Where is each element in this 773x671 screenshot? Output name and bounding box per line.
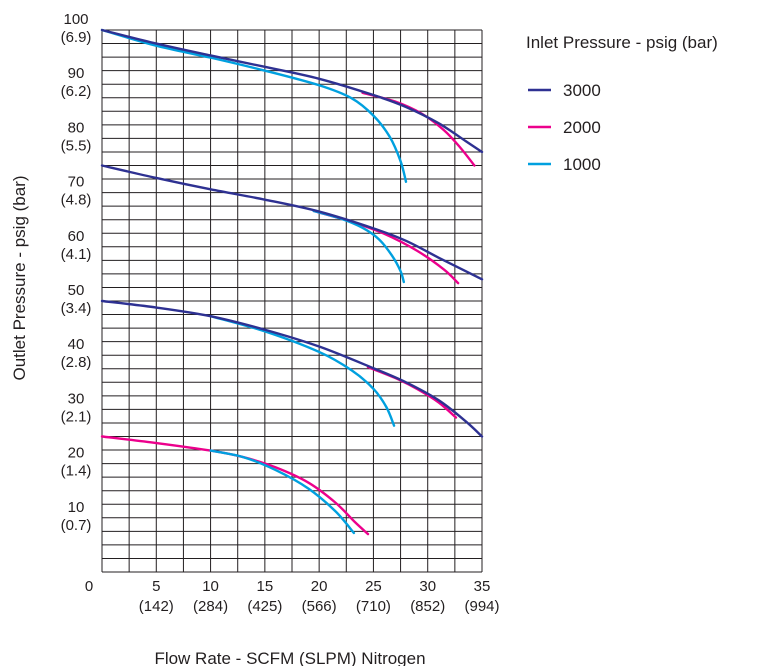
x-tick-sublabel: (852) xyxy=(410,598,445,615)
x-tick-label: 15 xyxy=(257,578,274,595)
legend-items: 3000 2000 1000 xyxy=(528,81,601,174)
x-tick-label: 0 xyxy=(85,578,93,595)
x-tick-label: 30 xyxy=(419,578,436,595)
legend-label-1000: 1000 xyxy=(563,155,601,174)
x-tick-sublabel: (142) xyxy=(139,598,174,615)
y-axis-title: Outlet Pressure - psig (bar) xyxy=(10,175,29,380)
y-tick-sublabel: (2.1) xyxy=(61,408,92,425)
y-tick-label: 100 xyxy=(63,11,88,28)
x-tick-label: 20 xyxy=(311,578,328,595)
y-tick-label: 20 xyxy=(68,445,85,462)
series-line-3000 xyxy=(100,28,484,154)
x-tick-sublabel: (284) xyxy=(193,598,228,615)
series-line-2000 xyxy=(361,91,476,167)
x-tick-label: 10 xyxy=(202,578,219,595)
y-tick-sublabel: (6.2) xyxy=(61,83,92,100)
y-tick-sublabel: (4.1) xyxy=(61,246,92,263)
x-tick-sublabel: (425) xyxy=(247,598,282,615)
y-tick-label: 70 xyxy=(68,174,85,191)
curves xyxy=(100,28,484,536)
legend-label-2000: 2000 xyxy=(563,118,601,137)
y-tick-sublabel: (4.8) xyxy=(61,192,92,209)
x-tick-label: 5 xyxy=(152,578,160,595)
legend-label-3000: 3000 xyxy=(563,81,601,100)
y-tick-label: 80 xyxy=(68,119,85,136)
y-tick-sublabel: (1.4) xyxy=(61,463,92,480)
series-line-2000 xyxy=(100,435,370,536)
x-tick-label: 35 xyxy=(474,578,491,595)
x-tick-sublabel: (710) xyxy=(356,598,391,615)
legend-title: Inlet Pressure - psig (bar) xyxy=(526,33,718,52)
series-line-3000 xyxy=(100,164,484,281)
legend: Inlet Pressure - psig (bar) 3000 2000 1000 xyxy=(526,33,718,174)
y-tick-label: 90 xyxy=(68,65,85,82)
y-tick-sublabel: (6.9) xyxy=(61,29,92,46)
grid xyxy=(101,29,483,573)
x-axis-title: Flow Rate - SCFM (SLPM) Nitrogen xyxy=(154,649,425,666)
y-tick-sublabel: (2.8) xyxy=(61,354,92,371)
y-tick-label: 40 xyxy=(68,336,85,353)
y-tick-label: 30 xyxy=(68,390,85,407)
y-tick-sublabel: (5.5) xyxy=(61,137,92,154)
x-tick-sublabel: (994) xyxy=(464,598,499,615)
y-tick-sublabel: (0.7) xyxy=(61,517,92,534)
y-tick-label: 10 xyxy=(68,499,85,516)
series-line-2000 xyxy=(366,365,458,419)
series-line-3000 xyxy=(100,299,484,438)
series-line-1000 xyxy=(209,314,396,427)
y-tick-label: 50 xyxy=(68,282,85,299)
tick-labels: 0 5 (142) 10 (284) 15 (425) 20 (566) 25 (710) 30 (85… xyxy=(61,11,500,615)
series-line-1000 xyxy=(209,449,356,535)
series-line-1000 xyxy=(100,28,408,183)
y-tick-label: 60 xyxy=(68,228,85,245)
x-tick-sublabel: (566) xyxy=(302,598,337,615)
x-tick-label: 25 xyxy=(365,578,382,595)
y-tick-sublabel: (3.4) xyxy=(61,300,92,317)
